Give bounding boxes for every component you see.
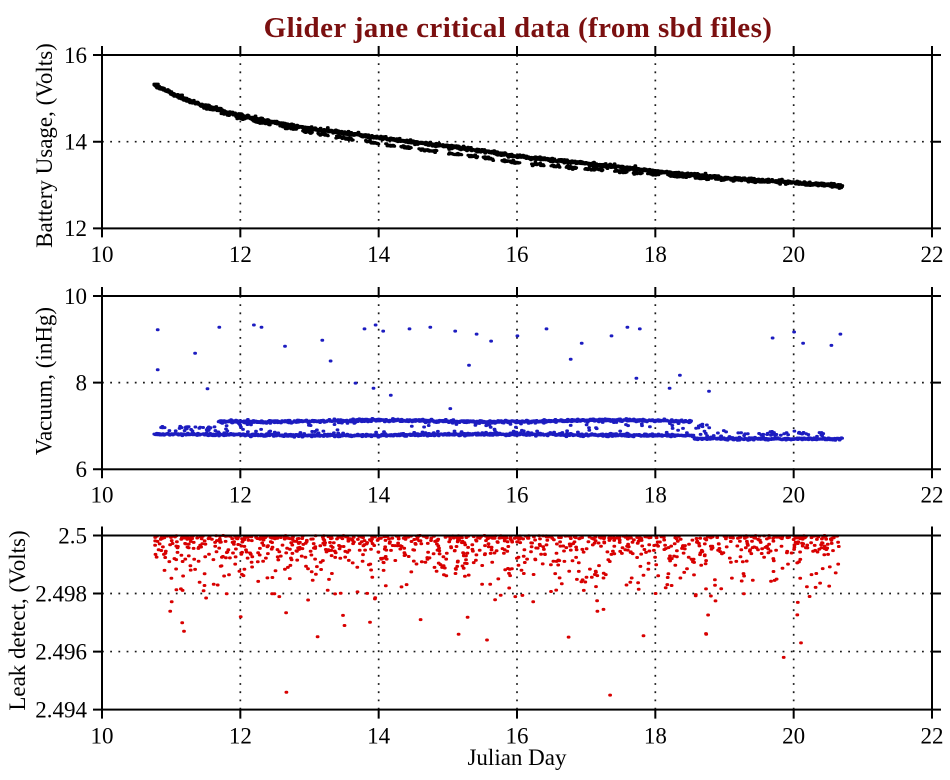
svg-text:Battery Usage, (Volts): Battery Usage, (Volts)	[32, 43, 57, 248]
svg-text:12: 12	[229, 724, 252, 749]
svg-text:10: 10	[91, 483, 114, 508]
svg-text:22: 22	[921, 724, 944, 749]
svg-text:22: 22	[921, 483, 944, 508]
svg-text:8: 8	[76, 370, 88, 395]
svg-text:14: 14	[367, 242, 391, 267]
svg-text:2.5: 2.5	[58, 523, 87, 548]
svg-text:12: 12	[229, 483, 252, 508]
svg-text:Vacuum, (inHg): Vacuum, (inHg)	[32, 307, 57, 455]
svg-text:16: 16	[64, 43, 87, 68]
svg-text:Leak detect, (Volts): Leak detect, (Volts)	[5, 530, 30, 710]
svg-text:16: 16	[506, 483, 529, 508]
svg-text:22: 22	[921, 242, 944, 267]
svg-text:16: 16	[506, 242, 529, 267]
svg-text:18: 18	[644, 483, 667, 508]
svg-text:16: 16	[506, 724, 529, 749]
svg-text:2.494: 2.494	[35, 697, 87, 722]
svg-text:20: 20	[782, 483, 805, 508]
svg-text:10: 10	[91, 242, 114, 267]
svg-text:10: 10	[64, 284, 87, 309]
svg-text:14: 14	[64, 130, 88, 155]
svg-text:18: 18	[644, 242, 667, 267]
svg-text:2.498: 2.498	[35, 581, 87, 606]
svg-text:12: 12	[229, 242, 252, 267]
svg-text:20: 20	[782, 242, 805, 267]
svg-text:10: 10	[91, 724, 114, 749]
svg-text:18: 18	[644, 724, 667, 749]
svg-text:14: 14	[367, 483, 391, 508]
svg-text:20: 20	[782, 724, 805, 749]
svg-text:Julian Day: Julian Day	[467, 745, 567, 770]
svg-text:Glider jane critical data (fro: Glider jane critical data (from sbd file…	[264, 12, 773, 44]
svg-text:2.496: 2.496	[35, 639, 87, 664]
svg-text:14: 14	[367, 724, 391, 749]
svg-text:12: 12	[64, 216, 87, 241]
svg-text:6: 6	[76, 457, 88, 482]
